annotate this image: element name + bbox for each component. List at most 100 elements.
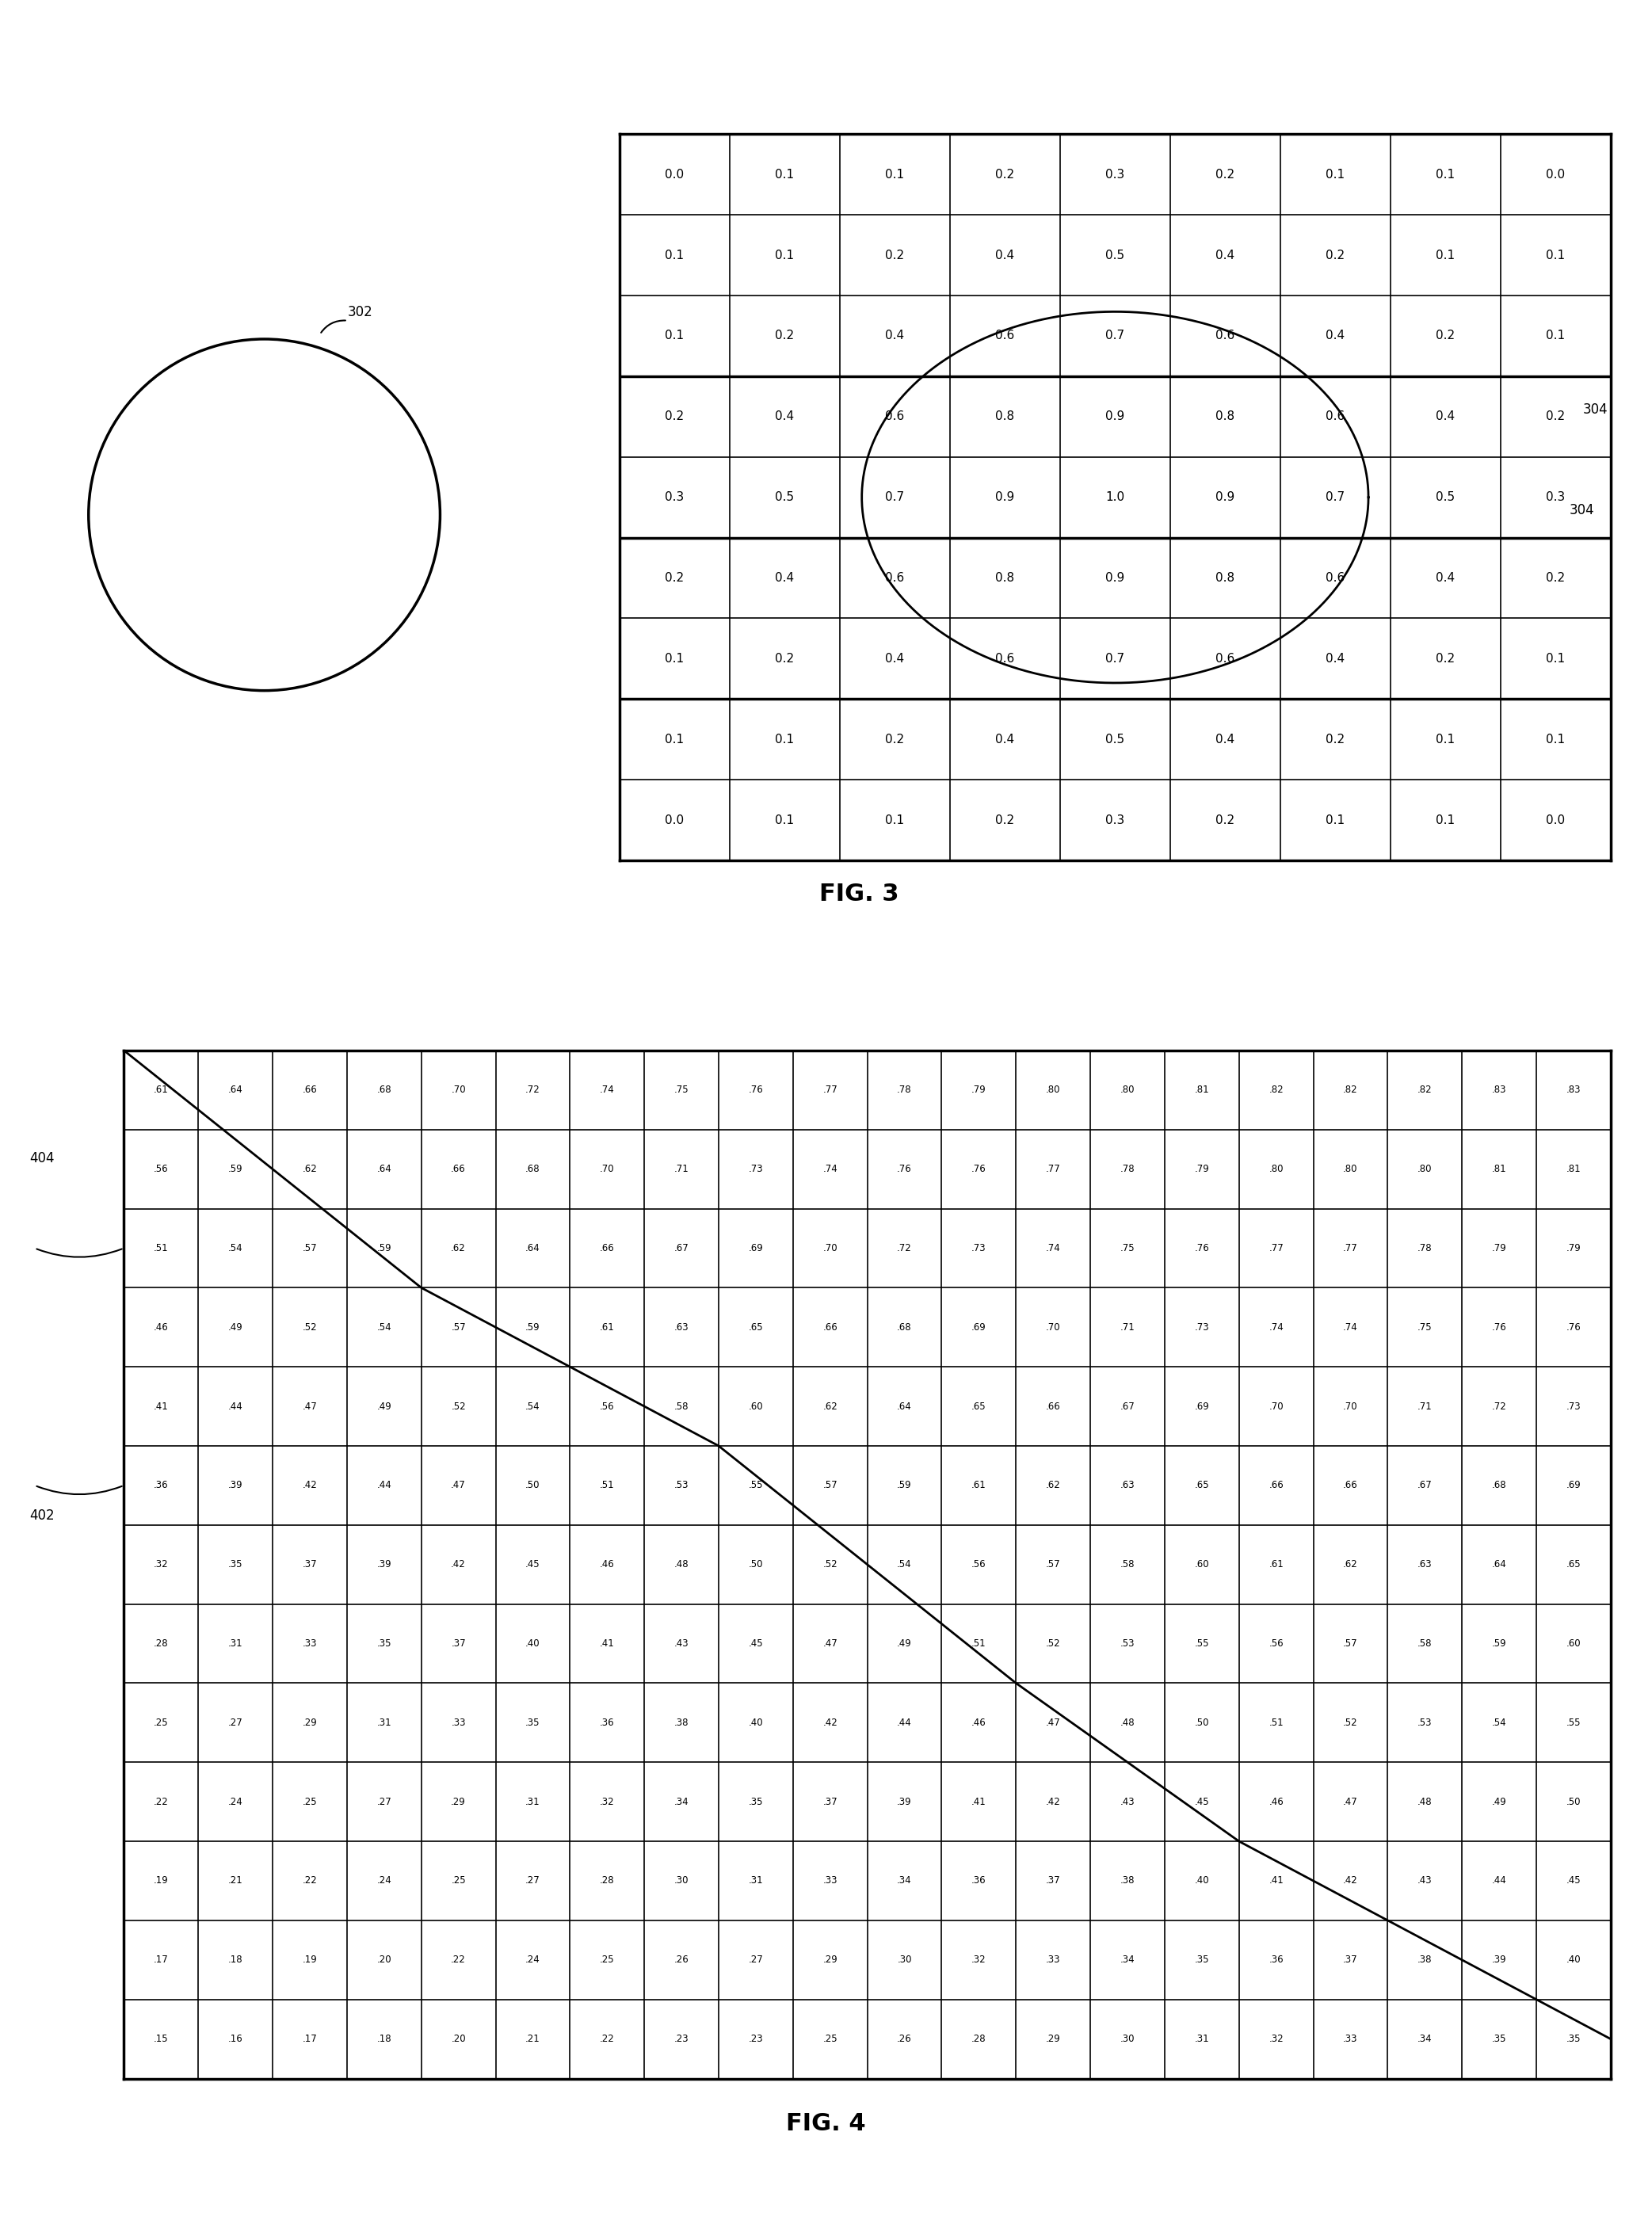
Text: .30: .30 <box>674 1875 689 1886</box>
Text: .22: .22 <box>302 1875 317 1886</box>
Text: 0.8: 0.8 <box>996 411 1014 422</box>
Text: .41: .41 <box>600 1638 615 1649</box>
Text: .33: .33 <box>451 1716 466 1728</box>
Text: .62: .62 <box>451 1243 466 1254</box>
Text: .43: .43 <box>674 1638 689 1649</box>
Text: .82: .82 <box>1269 1084 1284 1095</box>
Text: 0.2: 0.2 <box>1327 250 1345 261</box>
Text: .59: .59 <box>1492 1638 1507 1649</box>
Text: .60: .60 <box>1566 1638 1581 1649</box>
Text: .52: .52 <box>302 1323 317 1332</box>
Text: .81: .81 <box>1194 1084 1209 1095</box>
Text: .76: .76 <box>1194 1243 1209 1254</box>
Text: .70: .70 <box>823 1243 838 1254</box>
Text: .29: .29 <box>302 1716 317 1728</box>
Text: .37: .37 <box>302 1560 317 1569</box>
Text: .56: .56 <box>1269 1638 1284 1649</box>
Text: .65: .65 <box>1566 1560 1581 1569</box>
Text: .80: .80 <box>1343 1164 1358 1173</box>
Text: .66: .66 <box>1269 1480 1284 1491</box>
Text: .41: .41 <box>1269 1875 1284 1886</box>
Text: .82: .82 <box>1417 1084 1432 1095</box>
Text: .62: .62 <box>823 1401 838 1413</box>
Text: .59: .59 <box>525 1323 540 1332</box>
Text: .39: .39 <box>377 1560 392 1569</box>
Text: .51: .51 <box>971 1638 986 1649</box>
Text: .57: .57 <box>451 1323 466 1332</box>
Text: 0.6: 0.6 <box>1327 572 1345 583</box>
Text: .79: .79 <box>971 1084 986 1095</box>
Text: 0.6: 0.6 <box>885 572 904 583</box>
Text: .64: .64 <box>525 1243 540 1254</box>
Text: .69: .69 <box>1566 1480 1581 1491</box>
Text: 0.7: 0.7 <box>1327 492 1345 503</box>
Text: .66: .66 <box>823 1323 838 1332</box>
Text: .30: .30 <box>897 1956 912 1965</box>
Text: .16: .16 <box>228 2034 243 2045</box>
Text: .35: .35 <box>1566 2034 1581 2045</box>
Text: .71: .71 <box>1417 1401 1432 1413</box>
Text: .72: .72 <box>525 1084 540 1095</box>
Text: .70: .70 <box>451 1084 466 1095</box>
Text: .61: .61 <box>971 1480 986 1491</box>
Text: .50: .50 <box>525 1480 540 1491</box>
Text: .64: .64 <box>1492 1560 1507 1569</box>
Text: .31: .31 <box>525 1797 540 1806</box>
Text: .79: .79 <box>1492 1243 1507 1254</box>
Text: 0.1: 0.1 <box>1546 331 1564 342</box>
Text: .17: .17 <box>154 1956 169 1965</box>
Text: 0.5: 0.5 <box>1105 733 1125 744</box>
Text: .26: .26 <box>897 2034 912 2045</box>
Text: .67: .67 <box>674 1243 689 1254</box>
Text: .73: .73 <box>748 1164 763 1173</box>
Text: .77: .77 <box>1046 1164 1061 1173</box>
Text: 0.5: 0.5 <box>775 492 795 503</box>
Text: .51: .51 <box>600 1480 615 1491</box>
Text: .20: .20 <box>377 1956 392 1965</box>
Text: .34: .34 <box>1120 1956 1135 1965</box>
Text: .44: .44 <box>377 1480 392 1491</box>
Text: .40: .40 <box>525 1638 540 1649</box>
Text: .72: .72 <box>897 1243 912 1254</box>
Text: 0.6: 0.6 <box>996 331 1014 342</box>
Text: .81: .81 <box>1566 1164 1581 1173</box>
Text: .65: .65 <box>748 1323 763 1332</box>
Text: .23: .23 <box>748 2034 763 2045</box>
Text: .28: .28 <box>154 1638 169 1649</box>
Text: 0.1: 0.1 <box>775 733 795 744</box>
Text: .49: .49 <box>228 1323 243 1332</box>
Text: .78: .78 <box>897 1084 912 1095</box>
Text: .35: .35 <box>228 1560 243 1569</box>
Text: 0.2: 0.2 <box>1216 168 1234 181</box>
Text: .50: .50 <box>1566 1797 1581 1806</box>
Text: .51: .51 <box>154 1243 169 1254</box>
Text: 0.6: 0.6 <box>996 653 1014 664</box>
Text: .35: .35 <box>748 1797 763 1806</box>
Text: 0.1: 0.1 <box>666 331 684 342</box>
Text: .44: .44 <box>1492 1875 1507 1886</box>
Text: 0.7: 0.7 <box>1105 653 1125 664</box>
Text: 0.5: 0.5 <box>1105 250 1125 261</box>
Text: .70: .70 <box>600 1164 615 1173</box>
Text: .65: .65 <box>971 1401 986 1413</box>
Text: .36: .36 <box>1269 1956 1284 1965</box>
Text: .22: .22 <box>600 2034 615 2045</box>
Text: .74: .74 <box>600 1084 615 1095</box>
Text: .73: .73 <box>971 1243 986 1254</box>
Text: 304: 304 <box>1569 503 1594 516</box>
Text: .19: .19 <box>154 1875 169 1886</box>
Text: 0.1: 0.1 <box>1436 168 1455 181</box>
Text: FIG. 3: FIG. 3 <box>819 883 899 905</box>
Text: .66: .66 <box>451 1164 466 1173</box>
Text: 0.2: 0.2 <box>885 250 904 261</box>
Text: .37: .37 <box>1343 1956 1358 1965</box>
Text: .42: .42 <box>1343 1875 1358 1886</box>
Text: .63: .63 <box>674 1323 689 1332</box>
Text: 0.4: 0.4 <box>885 331 904 342</box>
Text: .62: .62 <box>1343 1560 1358 1569</box>
Text: .68: .68 <box>897 1323 912 1332</box>
Text: .24: .24 <box>525 1956 540 1965</box>
Text: .32: .32 <box>971 1956 986 1965</box>
Text: .58: .58 <box>1417 1638 1432 1649</box>
Text: 0.3: 0.3 <box>1546 492 1564 503</box>
